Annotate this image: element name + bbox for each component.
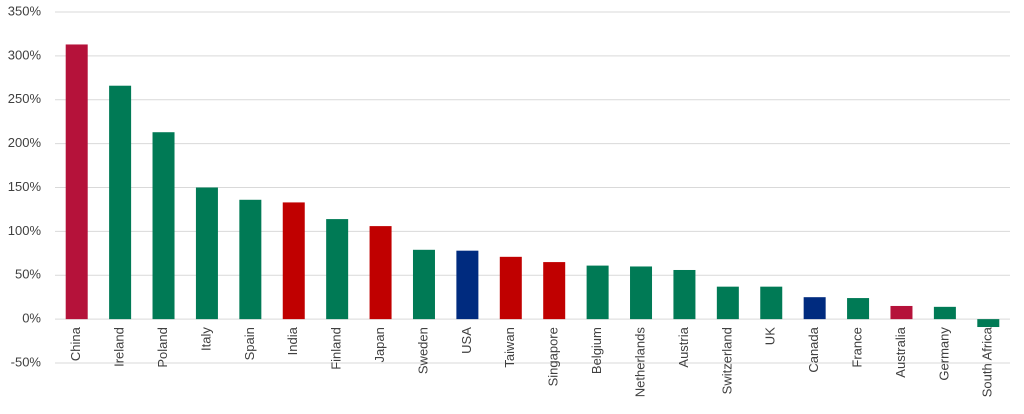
bar bbox=[239, 199, 262, 320]
bar bbox=[673, 269, 696, 320]
bar bbox=[109, 85, 132, 320]
x-tick-label: Ireland bbox=[112, 327, 127, 367]
y-tick-label: 0% bbox=[22, 311, 41, 326]
y-tick-label: 200% bbox=[8, 135, 42, 150]
x-tick-label: Poland bbox=[155, 327, 170, 367]
x-tick-label: UK bbox=[763, 327, 778, 345]
x-tick-label: Germany bbox=[936, 327, 951, 381]
bar bbox=[890, 305, 913, 320]
y-tick-label: 100% bbox=[8, 223, 42, 238]
x-tick-label: India bbox=[285, 326, 300, 355]
bar bbox=[543, 262, 566, 320]
x-tick-label: Switzerland bbox=[719, 327, 734, 394]
bar bbox=[499, 256, 522, 320]
y-tick-label: 300% bbox=[8, 47, 42, 62]
bar bbox=[369, 226, 392, 320]
x-tick-label: France bbox=[850, 327, 865, 367]
bar bbox=[65, 44, 88, 320]
bar bbox=[716, 286, 739, 320]
bar bbox=[586, 265, 609, 320]
x-tick-label: Austria bbox=[676, 326, 691, 367]
bar bbox=[977, 319, 1000, 328]
x-tick-label: Australia bbox=[893, 326, 908, 377]
y-tick-label: 50% bbox=[15, 267, 41, 282]
x-tick-label: Taiwan bbox=[502, 327, 517, 367]
bar bbox=[195, 187, 218, 320]
x-tick-label: Netherlands bbox=[632, 327, 647, 398]
bar bbox=[803, 297, 826, 320]
bar bbox=[152, 132, 175, 320]
x-tick-label: Sweden bbox=[415, 327, 430, 374]
y-tick-label: 350% bbox=[8, 3, 42, 18]
bar bbox=[630, 266, 653, 320]
bar bbox=[326, 219, 349, 320]
x-tick-label: Spain bbox=[242, 327, 257, 360]
bar bbox=[412, 249, 435, 320]
x-tick-label: South Africa bbox=[980, 326, 995, 397]
x-tick-label: Belgium bbox=[589, 327, 604, 374]
x-tick-label: Italy bbox=[198, 327, 213, 351]
x-tick-label: Finland bbox=[329, 327, 344, 370]
x-tick-label: Canada bbox=[806, 326, 821, 372]
x-tick-label: Japan bbox=[372, 327, 387, 362]
bar bbox=[760, 286, 783, 320]
bar bbox=[282, 202, 305, 320]
y-tick-label: 150% bbox=[8, 179, 42, 194]
bar bbox=[456, 250, 479, 320]
bar bbox=[847, 298, 870, 320]
bar bbox=[933, 306, 956, 320]
x-tick-label: Singapore bbox=[546, 327, 561, 386]
y-tick-label: -50% bbox=[11, 354, 42, 369]
y-tick-label: 250% bbox=[8, 91, 42, 106]
x-tick-label: USA bbox=[459, 327, 474, 354]
x-tick-label: China bbox=[68, 326, 83, 361]
